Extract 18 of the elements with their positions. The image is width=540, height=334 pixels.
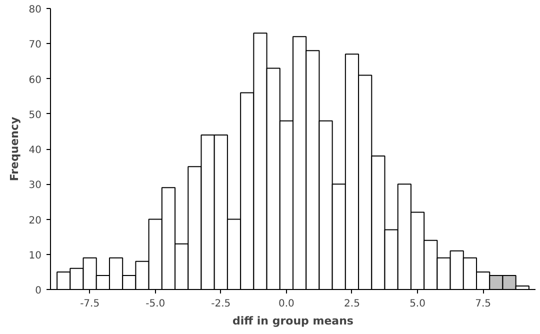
y-tick-label: 70 [28,40,42,51]
y-tick-label: 40 [28,145,42,156]
y-tick-label: 60 [28,74,42,86]
y-axis-title: Frequency [8,116,21,182]
y-tick-label: 20 [28,215,42,226]
y-tick-label: 10 [28,250,42,262]
x-tick-label: 5.0 [410,298,426,310]
x-tick-label: 7.5 [475,298,492,310]
y-tick-label: 50 [28,110,42,121]
y-tick-label: 0 [35,286,42,296]
x-tick-label: -7.5 [80,298,100,310]
x-axis-title: diff in group means [232,314,354,328]
x-tick-label: -5.0 [146,298,166,310]
x-tick-label: 2.5 [344,298,360,310]
x-tick-label: 0.0 [278,298,294,310]
y-tick-label: 30 [28,180,42,192]
x-tick-label: -2.5 [211,298,231,310]
y-tick-label: 80 [28,4,42,16]
